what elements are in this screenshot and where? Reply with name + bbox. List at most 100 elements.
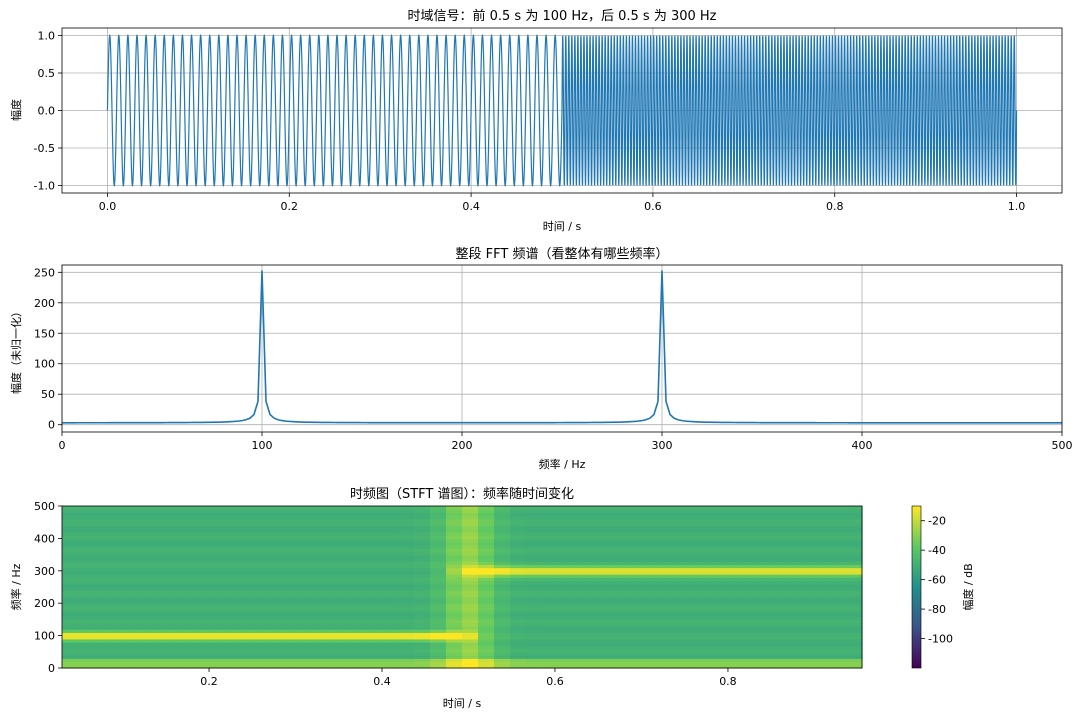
- spectrogram-cell: [734, 541, 751, 546]
- spectrogram-cell: [366, 531, 383, 536]
- spectrogram-cell: [350, 658, 367, 663]
- spectrogram-cell: [782, 544, 799, 549]
- spectrogram-cell: [382, 564, 399, 569]
- spectrogram-cell: [606, 561, 623, 565]
- spectrogram-cell: [174, 632, 191, 637]
- spectrogram-cell: [78, 544, 95, 549]
- spectrogram-cell: [542, 632, 559, 637]
- spectrogram-cell: [574, 619, 591, 624]
- spectrogram-cell: [734, 645, 751, 650]
- spectrogram-cell: [286, 506, 303, 510]
- spectrogram-cell: [798, 525, 815, 530]
- spectrogram-cell: [782, 522, 799, 527]
- spectrogram-cell: [126, 625, 143, 630]
- spectrogram-cell: [398, 583, 415, 588]
- spectrogram-cell: [782, 596, 799, 601]
- spectrogram-cell: [606, 632, 623, 637]
- spectrogram-cell: [542, 538, 559, 543]
- spectrogram-cell: [62, 512, 79, 517]
- spectrogram-cell: [638, 522, 655, 527]
- spectrogram-cell: [238, 538, 255, 543]
- spectrogram-cell: [430, 577, 447, 582]
- spectrogram-cell: [158, 525, 175, 530]
- spectrogram-cell: [350, 622, 367, 627]
- spectrogram-cell: [510, 593, 527, 598]
- spectrogram-cell: [798, 596, 815, 601]
- spectrogram-cell: [270, 635, 287, 640]
- spectrogram-cell: [462, 625, 479, 630]
- spectrogram-cell: [654, 616, 671, 620]
- spectrogram-cell: [686, 518, 703, 523]
- spectrogram-cell: [574, 625, 591, 630]
- spectrogram-cell: [478, 609, 495, 614]
- spectrogram-cell: [350, 609, 367, 614]
- spectrogram-cell: [110, 522, 127, 527]
- spectrogram-cell: [510, 538, 527, 543]
- spectrogram-cell: [286, 583, 303, 588]
- spectrogram-cell: [350, 515, 367, 520]
- spectrogram-cell: [558, 515, 575, 520]
- spectrogram-cell: [238, 561, 255, 565]
- spectrogram-cell: [814, 648, 831, 653]
- spectrogram-cell: [718, 548, 735, 552]
- spectrogram-cell: [78, 583, 95, 588]
- spectrogram-cell: [510, 512, 527, 517]
- spectrogram-cell: [734, 587, 751, 591]
- spectrogram-cell: [574, 531, 591, 536]
- spectrogram-cell: [590, 554, 607, 559]
- spectrogram-cell: [94, 522, 111, 527]
- spectrogram-cell: [382, 531, 399, 536]
- spectrogram-cell: [110, 570, 127, 575]
- spectrogram-cell: [190, 635, 207, 640]
- spectrogram-cell: [750, 590, 767, 595]
- spectrogram-cell: [846, 622, 863, 627]
- spectrogram-cell: [222, 515, 239, 520]
- x-axis-label: 频率 / Hz: [539, 457, 586, 471]
- spectrogram-cell: [318, 512, 335, 517]
- spectrogram-cell: [94, 551, 111, 556]
- spectrogram-cell: [670, 541, 687, 546]
- spectrogram-cell: [222, 606, 239, 611]
- spectrogram-cell: [782, 642, 799, 646]
- spectrogram-cell: [670, 606, 687, 611]
- spectrogram-cell: [62, 651, 79, 656]
- spectrogram-cell: [478, 515, 495, 520]
- spectrogram-cell: [622, 664, 639, 669]
- spectrogram-cell: [94, 557, 111, 562]
- spectrogram-cell: [174, 629, 191, 633]
- spectrogram-cell: [366, 541, 383, 546]
- spectrogram-cell: [686, 648, 703, 653]
- spectrogram-cell: [190, 590, 207, 595]
- spectrogram-cell: [462, 596, 479, 601]
- spectrogram-cell: [126, 616, 143, 620]
- spectrogram-cell: [78, 648, 95, 653]
- spectrogram-cell: [270, 583, 287, 588]
- spectrogram-cell: [590, 541, 607, 546]
- spectrogram-cell: [542, 625, 559, 630]
- spectrogram-cell: [670, 580, 687, 585]
- spectrogram-cell: [206, 606, 223, 611]
- spectrogram-cell: [158, 544, 175, 549]
- spectrogram-cell: [254, 661, 271, 666]
- spectrogram-cell: [750, 603, 767, 608]
- spectrogram-cell: [446, 612, 463, 617]
- spectrogram-cell: [558, 551, 575, 556]
- spectrogram-cell: [398, 648, 415, 653]
- spectrogram-cell: [302, 554, 319, 559]
- spectrogram-cell: [622, 538, 639, 543]
- spectrogram-cell: [654, 538, 671, 543]
- spectrogram-cell: [606, 518, 623, 523]
- spectrogram-cell: [446, 599, 463, 604]
- spectrogram-cell: [78, 603, 95, 608]
- spectrogram-cell: [142, 535, 159, 539]
- spectrogram-cell: [302, 528, 319, 533]
- spectrogram-cell: [366, 518, 383, 523]
- spectrogram-cell: [222, 580, 239, 585]
- spectrogram-cell: [814, 638, 831, 643]
- spectrogram-cell: [478, 616, 495, 620]
- spectrogram-cell: [254, 648, 271, 653]
- spectrogram-cell: [414, 564, 431, 569]
- spectrogram-cell: [318, 538, 335, 543]
- spectrogram-cell: [62, 561, 79, 565]
- spectrogram-cell: [174, 531, 191, 536]
